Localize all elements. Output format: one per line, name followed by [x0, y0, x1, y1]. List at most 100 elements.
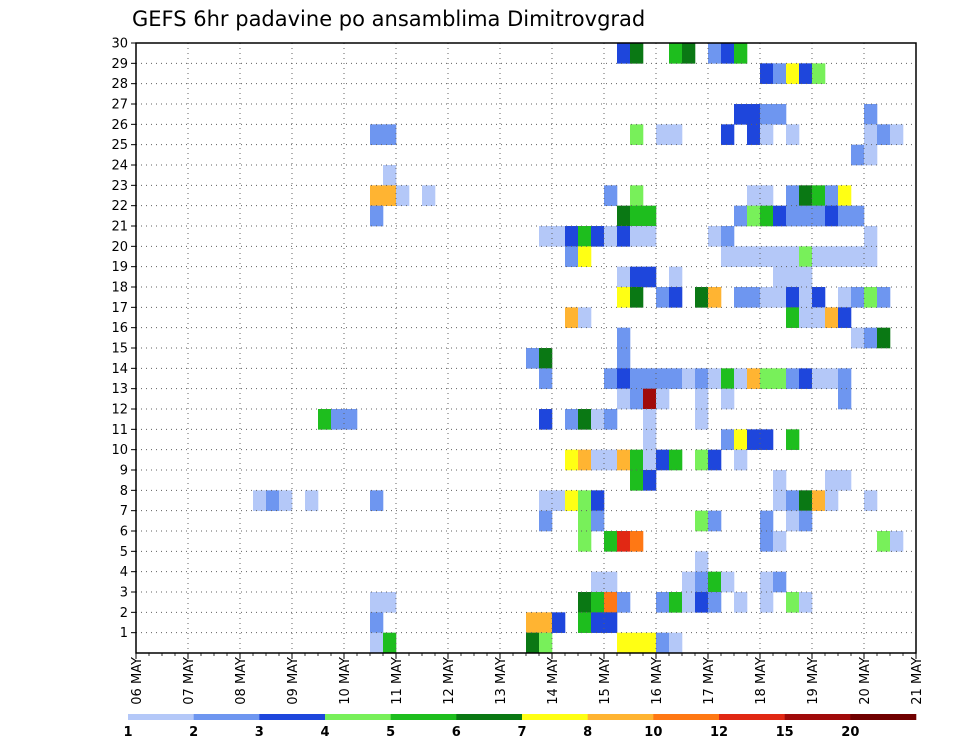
precip-cell	[539, 368, 553, 389]
precip-cell	[864, 144, 878, 166]
y-tick-label: 4	[120, 565, 128, 580]
precip-cell	[604, 531, 618, 552]
precip-cell	[799, 185, 813, 206]
precip-cell	[786, 205, 800, 227]
precip-cell	[695, 388, 709, 410]
precip-cell	[734, 429, 748, 450]
precip-cell	[838, 205, 852, 227]
precip-cell	[669, 449, 683, 471]
precip-cell	[812, 63, 826, 84]
precip-cell	[734, 246, 748, 267]
precip-cell	[760, 592, 774, 613]
precip-cell	[253, 490, 267, 511]
precip-cell	[643, 429, 657, 450]
y-tick-label: 11	[111, 423, 128, 438]
precip-cell	[773, 266, 787, 288]
legend-label: 6	[452, 725, 461, 740]
legend-label: 1	[123, 725, 132, 740]
precip-cell	[305, 490, 319, 511]
y-tick-label: 17	[111, 301, 128, 316]
precip-cell	[786, 185, 800, 206]
y-tick-label: 18	[111, 281, 128, 296]
precip-cell	[721, 388, 735, 410]
precip-cell	[656, 632, 670, 654]
precip-cell	[604, 612, 618, 633]
precip-cell	[890, 531, 904, 552]
y-tick-label: 23	[111, 179, 128, 194]
precip-cell	[617, 205, 631, 227]
precip-cell	[812, 205, 826, 227]
precip-cell	[539, 612, 553, 633]
legend-swatch	[850, 714, 917, 720]
precip-cell	[721, 429, 735, 450]
y-tick-label: 12	[111, 403, 128, 418]
precip-cell	[578, 307, 592, 328]
x-tick-label: 06 MAY	[130, 657, 145, 705]
y-tick-label: 14	[111, 362, 128, 377]
y-tick-label: 6	[120, 525, 128, 540]
precip-cell	[812, 368, 826, 389]
precip-cell	[578, 612, 592, 633]
precip-cell	[643, 266, 657, 288]
precip-cell	[643, 449, 657, 471]
precip-cell	[773, 287, 787, 308]
precip-cell	[591, 449, 605, 471]
legend-swatch	[522, 714, 588, 720]
precip-cell	[760, 287, 774, 308]
x-tick-label: 18 MAY	[754, 657, 769, 705]
precip-cell	[851, 144, 865, 166]
precip-cell	[643, 205, 657, 227]
x-tick-label: 15 MAY	[598, 657, 613, 705]
precip-cell	[773, 490, 787, 511]
precip-cell	[760, 368, 774, 389]
precip-cell	[617, 592, 631, 613]
x-tick-label: 11 MAY	[390, 657, 405, 705]
precip-cell	[617, 287, 631, 308]
precip-cell	[825, 490, 839, 511]
precip-cell	[864, 490, 878, 511]
precip-cell	[695, 571, 709, 593]
precip-cell	[877, 327, 891, 349]
precip-cell	[526, 612, 540, 633]
precip-cell	[630, 124, 644, 145]
precip-cell	[591, 612, 605, 633]
precip-cell	[656, 592, 670, 613]
precip-cell	[734, 287, 748, 308]
legend-label: 15	[776, 725, 794, 740]
precip-cell	[682, 571, 696, 593]
precip-cell	[760, 429, 774, 450]
precip-cell	[565, 226, 579, 247]
y-tick-label: 2	[120, 606, 128, 621]
precip-cell	[721, 43, 735, 64]
precip-cell	[617, 449, 631, 471]
precip-cell	[708, 510, 722, 532]
precip-cell	[760, 571, 774, 593]
legend-swatch	[259, 714, 326, 720]
y-tick-label: 25	[111, 138, 128, 153]
precip-cell	[838, 388, 852, 410]
precip-cell	[708, 226, 722, 247]
precip-cell	[773, 63, 787, 84]
y-tick-label: 29	[111, 57, 128, 72]
precip-cell	[786, 287, 800, 308]
precip-cell	[760, 124, 774, 145]
precip-cell	[539, 510, 553, 532]
precip-cell	[383, 632, 397, 654]
precip-cell	[812, 490, 826, 511]
precip-cell	[604, 409, 618, 430]
y-tick-label: 15	[111, 342, 128, 357]
precip-cell	[747, 429, 761, 450]
precip-cell	[552, 226, 566, 247]
precip-cell	[825, 246, 839, 267]
precip-cell	[838, 246, 852, 267]
precip-cell	[617, 531, 631, 552]
legend-swatch	[390, 714, 457, 720]
y-tick-label: 10	[111, 443, 128, 458]
precip-cell	[825, 470, 839, 491]
precip-cell	[630, 226, 644, 247]
precip-cell	[682, 368, 696, 389]
precip-cell	[643, 368, 657, 389]
precip-cell	[747, 246, 761, 267]
precip-cell	[526, 348, 540, 369]
precip-cell	[838, 368, 852, 389]
